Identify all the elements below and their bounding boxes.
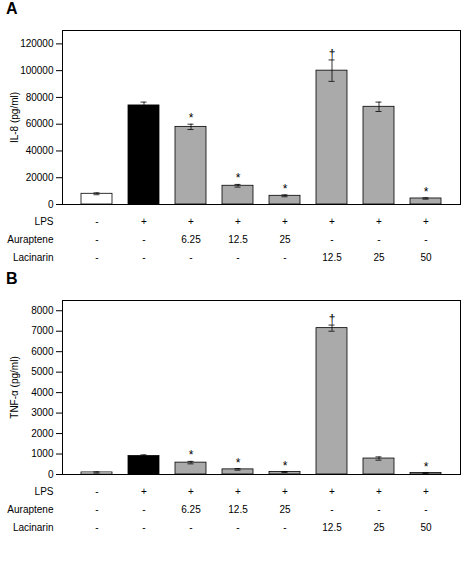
svg-text:-: - bbox=[189, 522, 192, 533]
svg-text:TNF-α (pg/ml): TNF-α (pg/ml) bbox=[9, 356, 20, 418]
svg-text:-: - bbox=[95, 216, 98, 227]
svg-text:60000: 60000 bbox=[26, 118, 54, 129]
svg-text:-: - bbox=[95, 252, 98, 263]
svg-text:0: 0 bbox=[48, 469, 54, 478]
svg-text:+: + bbox=[376, 486, 382, 497]
svg-text:-: - bbox=[424, 504, 427, 515]
svg-text:-: - bbox=[236, 252, 239, 263]
svg-text:Auraptene: Auraptene bbox=[7, 504, 54, 515]
svg-text:1000: 1000 bbox=[31, 448, 54, 459]
svg-text:+: + bbox=[282, 216, 288, 227]
svg-text:25: 25 bbox=[279, 504, 291, 515]
svg-text:-: - bbox=[330, 234, 333, 245]
svg-text:25: 25 bbox=[373, 522, 385, 533]
svg-text:LPS: LPS bbox=[35, 486, 54, 497]
svg-text:-: - bbox=[283, 252, 286, 263]
svg-text:-: - bbox=[95, 486, 98, 497]
svg-text:12.5: 12.5 bbox=[228, 234, 248, 245]
svg-text:-: - bbox=[142, 504, 145, 515]
svg-text:*: * bbox=[424, 460, 429, 474]
svg-text:-: - bbox=[424, 234, 427, 245]
svg-text:50: 50 bbox=[420, 522, 432, 533]
svg-text:12.5: 12.5 bbox=[322, 252, 342, 263]
svg-text:*: * bbox=[424, 185, 429, 199]
svg-text:Lacinarin: Lacinarin bbox=[13, 522, 54, 533]
svg-text:*: * bbox=[236, 456, 241, 470]
svg-text:120000: 120000 bbox=[20, 38, 54, 49]
svg-text:+: + bbox=[141, 216, 147, 227]
svg-text:-: - bbox=[142, 252, 145, 263]
svg-text:†: † bbox=[329, 47, 336, 61]
svg-text:+: + bbox=[235, 216, 241, 227]
svg-text:*: * bbox=[189, 111, 194, 125]
svg-text:-: - bbox=[189, 252, 192, 263]
svg-text:40000: 40000 bbox=[26, 145, 54, 156]
svg-text:0: 0 bbox=[48, 199, 54, 208]
svg-text:-: - bbox=[142, 522, 145, 533]
svg-text:+: + bbox=[141, 486, 147, 497]
svg-text:+: + bbox=[235, 486, 241, 497]
svg-text:25: 25 bbox=[279, 234, 291, 245]
svg-text:25: 25 bbox=[373, 252, 385, 263]
svg-text:6.25: 6.25 bbox=[181, 504, 201, 515]
svg-text:80000: 80000 bbox=[26, 92, 54, 103]
svg-text:+: + bbox=[188, 486, 194, 497]
svg-text:+: + bbox=[188, 216, 194, 227]
svg-text:6000: 6000 bbox=[31, 346, 54, 357]
svg-text:IL-8 (pg/ml): IL-8 (pg/ml) bbox=[9, 92, 20, 143]
svg-text:12.5: 12.5 bbox=[228, 504, 248, 515]
svg-text:5000: 5000 bbox=[31, 366, 54, 377]
svg-text:-: - bbox=[283, 522, 286, 533]
svg-text:-: - bbox=[95, 504, 98, 515]
html-text:B: B bbox=[6, 270, 18, 287]
svg-text:+: + bbox=[329, 486, 335, 497]
svg-text:+: + bbox=[282, 486, 288, 497]
svg-text:3000: 3000 bbox=[31, 407, 54, 418]
svg-text:7000: 7000 bbox=[31, 325, 54, 336]
svg-text:100000: 100000 bbox=[20, 65, 54, 76]
svg-text:*: * bbox=[236, 171, 241, 185]
svg-text:*: * bbox=[283, 459, 288, 473]
svg-text:+: + bbox=[329, 216, 335, 227]
svg-text:-: - bbox=[142, 234, 145, 245]
svg-text:-: - bbox=[330, 504, 333, 515]
svg-text:12.5: 12.5 bbox=[322, 522, 342, 533]
svg-text:+: + bbox=[376, 216, 382, 227]
svg-text:8000: 8000 bbox=[31, 305, 54, 316]
svg-text:*: * bbox=[283, 182, 288, 196]
svg-text:6.25: 6.25 bbox=[181, 234, 201, 245]
svg-text:4000: 4000 bbox=[31, 387, 54, 398]
html-text:A: A bbox=[6, 0, 18, 17]
svg-text:+: + bbox=[423, 216, 429, 227]
svg-text:LPS: LPS bbox=[35, 216, 54, 227]
svg-text:Auraptene: Auraptene bbox=[7, 234, 54, 245]
svg-text:50: 50 bbox=[420, 252, 432, 263]
svg-text:-: - bbox=[377, 504, 380, 515]
svg-text:*: * bbox=[189, 448, 194, 462]
svg-text:Lacinarin: Lacinarin bbox=[13, 252, 54, 263]
svg-text:+: + bbox=[423, 486, 429, 497]
svg-text:-: - bbox=[236, 522, 239, 533]
svg-text:-: - bbox=[95, 522, 98, 533]
svg-text:-: - bbox=[377, 234, 380, 245]
svg-text:†: † bbox=[329, 312, 336, 326]
svg-text:-: - bbox=[95, 234, 98, 245]
svg-text:2000: 2000 bbox=[31, 428, 54, 439]
svg-text:20000: 20000 bbox=[26, 172, 54, 183]
